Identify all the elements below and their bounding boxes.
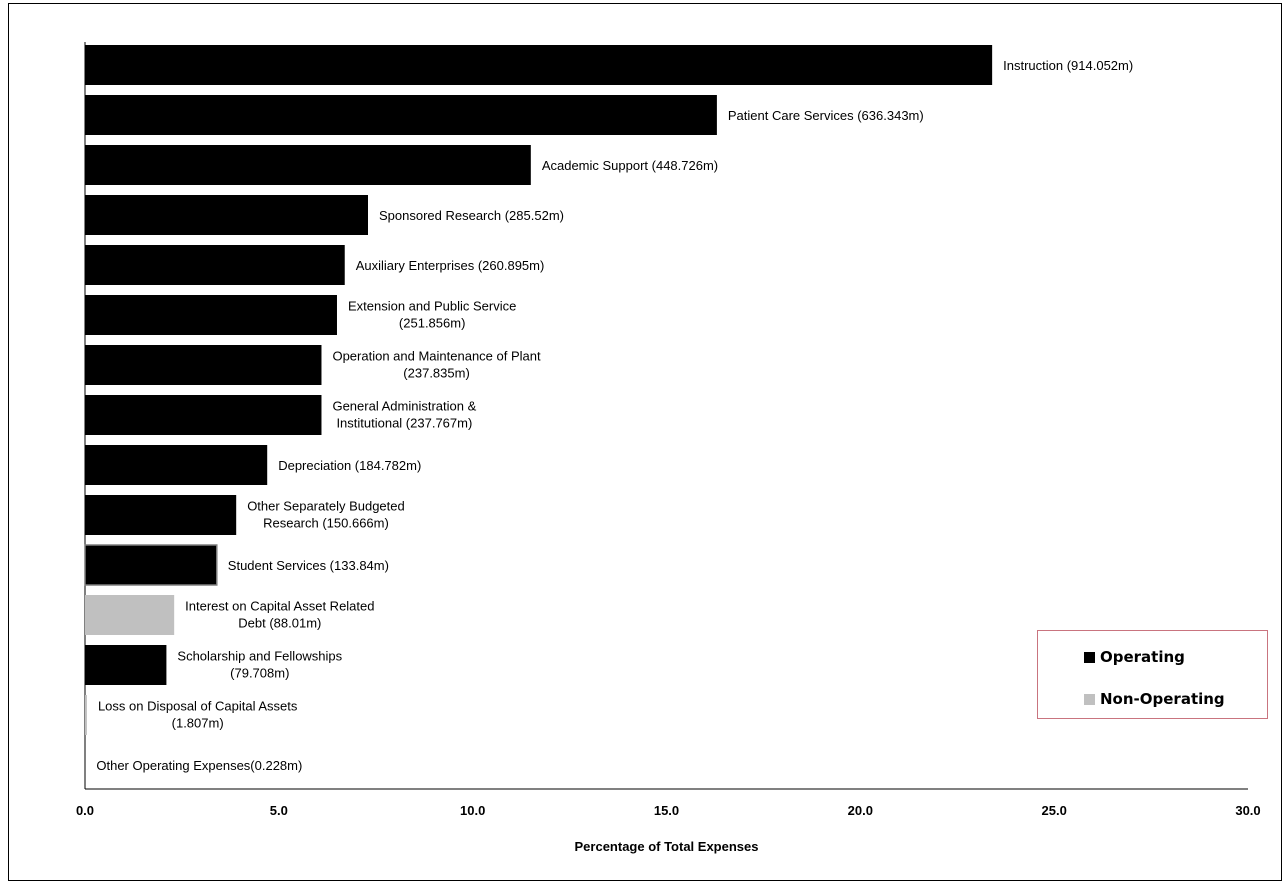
bar-label-9-line-1: Research (150.666m)	[263, 516, 389, 531]
x-tick-label-3: 15.0	[654, 803, 679, 818]
x-axis-title: Percentage of Total Expenses	[575, 839, 759, 854]
bar-label-12-line-1: (79.708m)	[230, 666, 289, 681]
bar-1	[85, 95, 717, 135]
bar-label-10: Student Services (133.84m)	[228, 558, 389, 573]
bar-label-9: Other Separately Budgeted Research (150.6…	[247, 499, 405, 531]
bar-4	[85, 245, 345, 285]
bar-label-1: Patient Care Services (636.343m)	[728, 108, 924, 123]
legend-label-operating: Operating	[1100, 648, 1185, 666]
bar-label-5-line-1: (251.856m)	[399, 316, 465, 331]
bar-0	[85, 45, 993, 85]
x-tick-label-5: 25.0	[1042, 803, 1067, 818]
bar-label-13-line-1: (1.807m)	[172, 716, 224, 731]
legend-swatch-non-operating	[1084, 693, 1095, 705]
bar-label-6-line-1: (237.835m)	[403, 366, 469, 381]
bar-label-5-line-0: Extension and Public Service	[348, 299, 516, 314]
bar-11	[85, 595, 175, 635]
bar-5	[85, 295, 337, 335]
bar-label-11: Interest on Capital Asset Related Debt (8…	[185, 599, 374, 631]
bar-label-12-line-0: Scholarship and Fellowships	[177, 649, 342, 664]
bar-label-12: Scholarship and Fellowships (79.708m)	[177, 649, 342, 681]
bar-label-11-line-1: Debt (88.01m)	[238, 616, 321, 631]
bar-label-9-line-0: Other Separately Budgeted	[247, 499, 405, 514]
legend-label-non-operating: Non-Operating	[1100, 690, 1225, 708]
bar-label-13-line-0: Loss on Disposal of Capital Assets	[98, 699, 298, 714]
bar-9	[85, 495, 237, 535]
bar-label-6-line-0: Operation and Maintenance of Plant	[332, 349, 541, 364]
bar-label-7: General Administration & Institutional (2…	[332, 399, 476, 431]
legend: Operating Non-Operating	[1037, 630, 1268, 719]
x-tick-label-0: 0.0	[76, 803, 94, 818]
bar-label-6: Operation and Maintenance of Plant (237.8…	[332, 349, 541, 381]
x-tick-label-1: 5.0	[270, 803, 288, 818]
x-tick-label-4: 20.0	[848, 803, 873, 818]
bar-12	[85, 645, 167, 685]
bar-label-5: Extension and Public Service (251.856m)	[348, 299, 516, 331]
bar-3	[85, 195, 368, 235]
bar-7	[85, 395, 322, 435]
bar-2	[85, 145, 531, 185]
bar-label-0: Instruction (914.052m)	[1003, 58, 1133, 73]
bar-label-7-line-0: General Administration &	[332, 399, 476, 414]
x-tick-label-6: 30.0	[1235, 803, 1260, 818]
bar-label-4: Auxiliary Enterprises (260.895m)	[356, 258, 545, 273]
legend-item-operating: Operating	[1084, 648, 1185, 666]
bar-label-11-line-0: Interest on Capital Asset Related	[185, 599, 374, 614]
bar-8	[85, 445, 268, 485]
bar-label-13: Loss on Disposal of Capital Assets (1.807…	[98, 699, 298, 731]
bar-label-8: Depreciation (184.782m)	[278, 458, 421, 473]
x-tick-label-2: 10.0	[460, 803, 485, 818]
legend-item-non-operating: Non-Operating	[1084, 690, 1225, 708]
bar-label-3: Sponsored Research (285.52m)	[379, 208, 564, 223]
bar-label-2: Academic Support (448.726m)	[542, 158, 718, 173]
bar-10	[84, 544, 218, 586]
bar-13	[85, 695, 87, 735]
legend-swatch-operating	[1084, 651, 1095, 663]
bar-label-7-line-1: Institutional (237.767m)	[336, 416, 472, 431]
bar-label-14: Other Operating Expenses(0.228m)	[96, 758, 302, 773]
bar-6	[85, 345, 322, 385]
